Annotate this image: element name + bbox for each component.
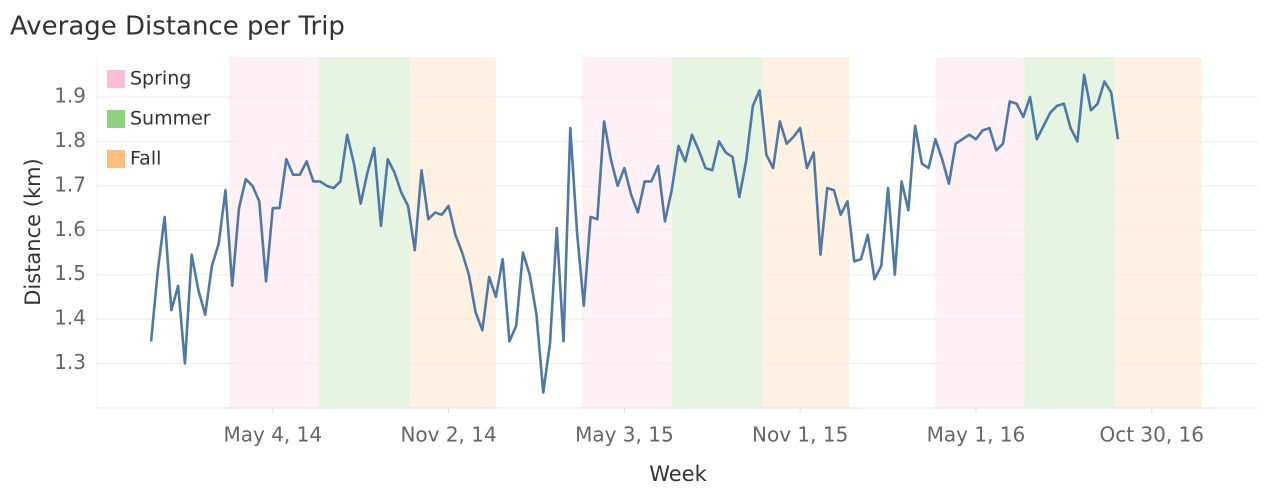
x-axis-title: Week <box>649 462 707 486</box>
season-band <box>671 57 763 408</box>
season-band <box>1115 57 1202 408</box>
y-tick-label: 1.8 <box>54 128 86 152</box>
legend-label: Summer <box>130 108 211 130</box>
y-tick-label: 1.7 <box>54 172 86 196</box>
season-band <box>409 57 496 408</box>
season-band <box>935 57 1025 408</box>
legend-swatch <box>107 70 125 88</box>
season-band <box>319 57 410 408</box>
legend-swatch <box>107 150 125 168</box>
legend-swatch <box>107 110 125 128</box>
y-tick-label: 1.6 <box>54 217 86 241</box>
x-tick-label: May 4, 14 <box>223 423 322 447</box>
x-tick-label: May 1, 16 <box>927 423 1026 447</box>
x-tick-label: Nov 2, 14 <box>400 423 496 447</box>
y-tick-label: 1.5 <box>54 261 86 285</box>
season-band <box>581 57 672 408</box>
y-tick-label: 1.9 <box>54 83 86 107</box>
x-tick-label: Oct 30, 16 <box>1099 423 1204 447</box>
x-tick-label: May 3, 15 <box>575 423 674 447</box>
legend-label: Spring <box>130 68 191 90</box>
season-band <box>229 57 320 408</box>
y-axis-title: Distance (km) <box>21 158 45 306</box>
data-line <box>149 73 1120 394</box>
chart-title: Average Distance per Trip <box>10 12 345 42</box>
y-tick-label: 1.4 <box>54 306 86 330</box>
x-tick-label: Nov 1, 15 <box>752 423 848 447</box>
y-tick-label: 1.3 <box>54 350 86 374</box>
season-band <box>762 57 850 408</box>
legend-label: Fall <box>130 148 161 170</box>
season-band <box>1024 57 1116 408</box>
